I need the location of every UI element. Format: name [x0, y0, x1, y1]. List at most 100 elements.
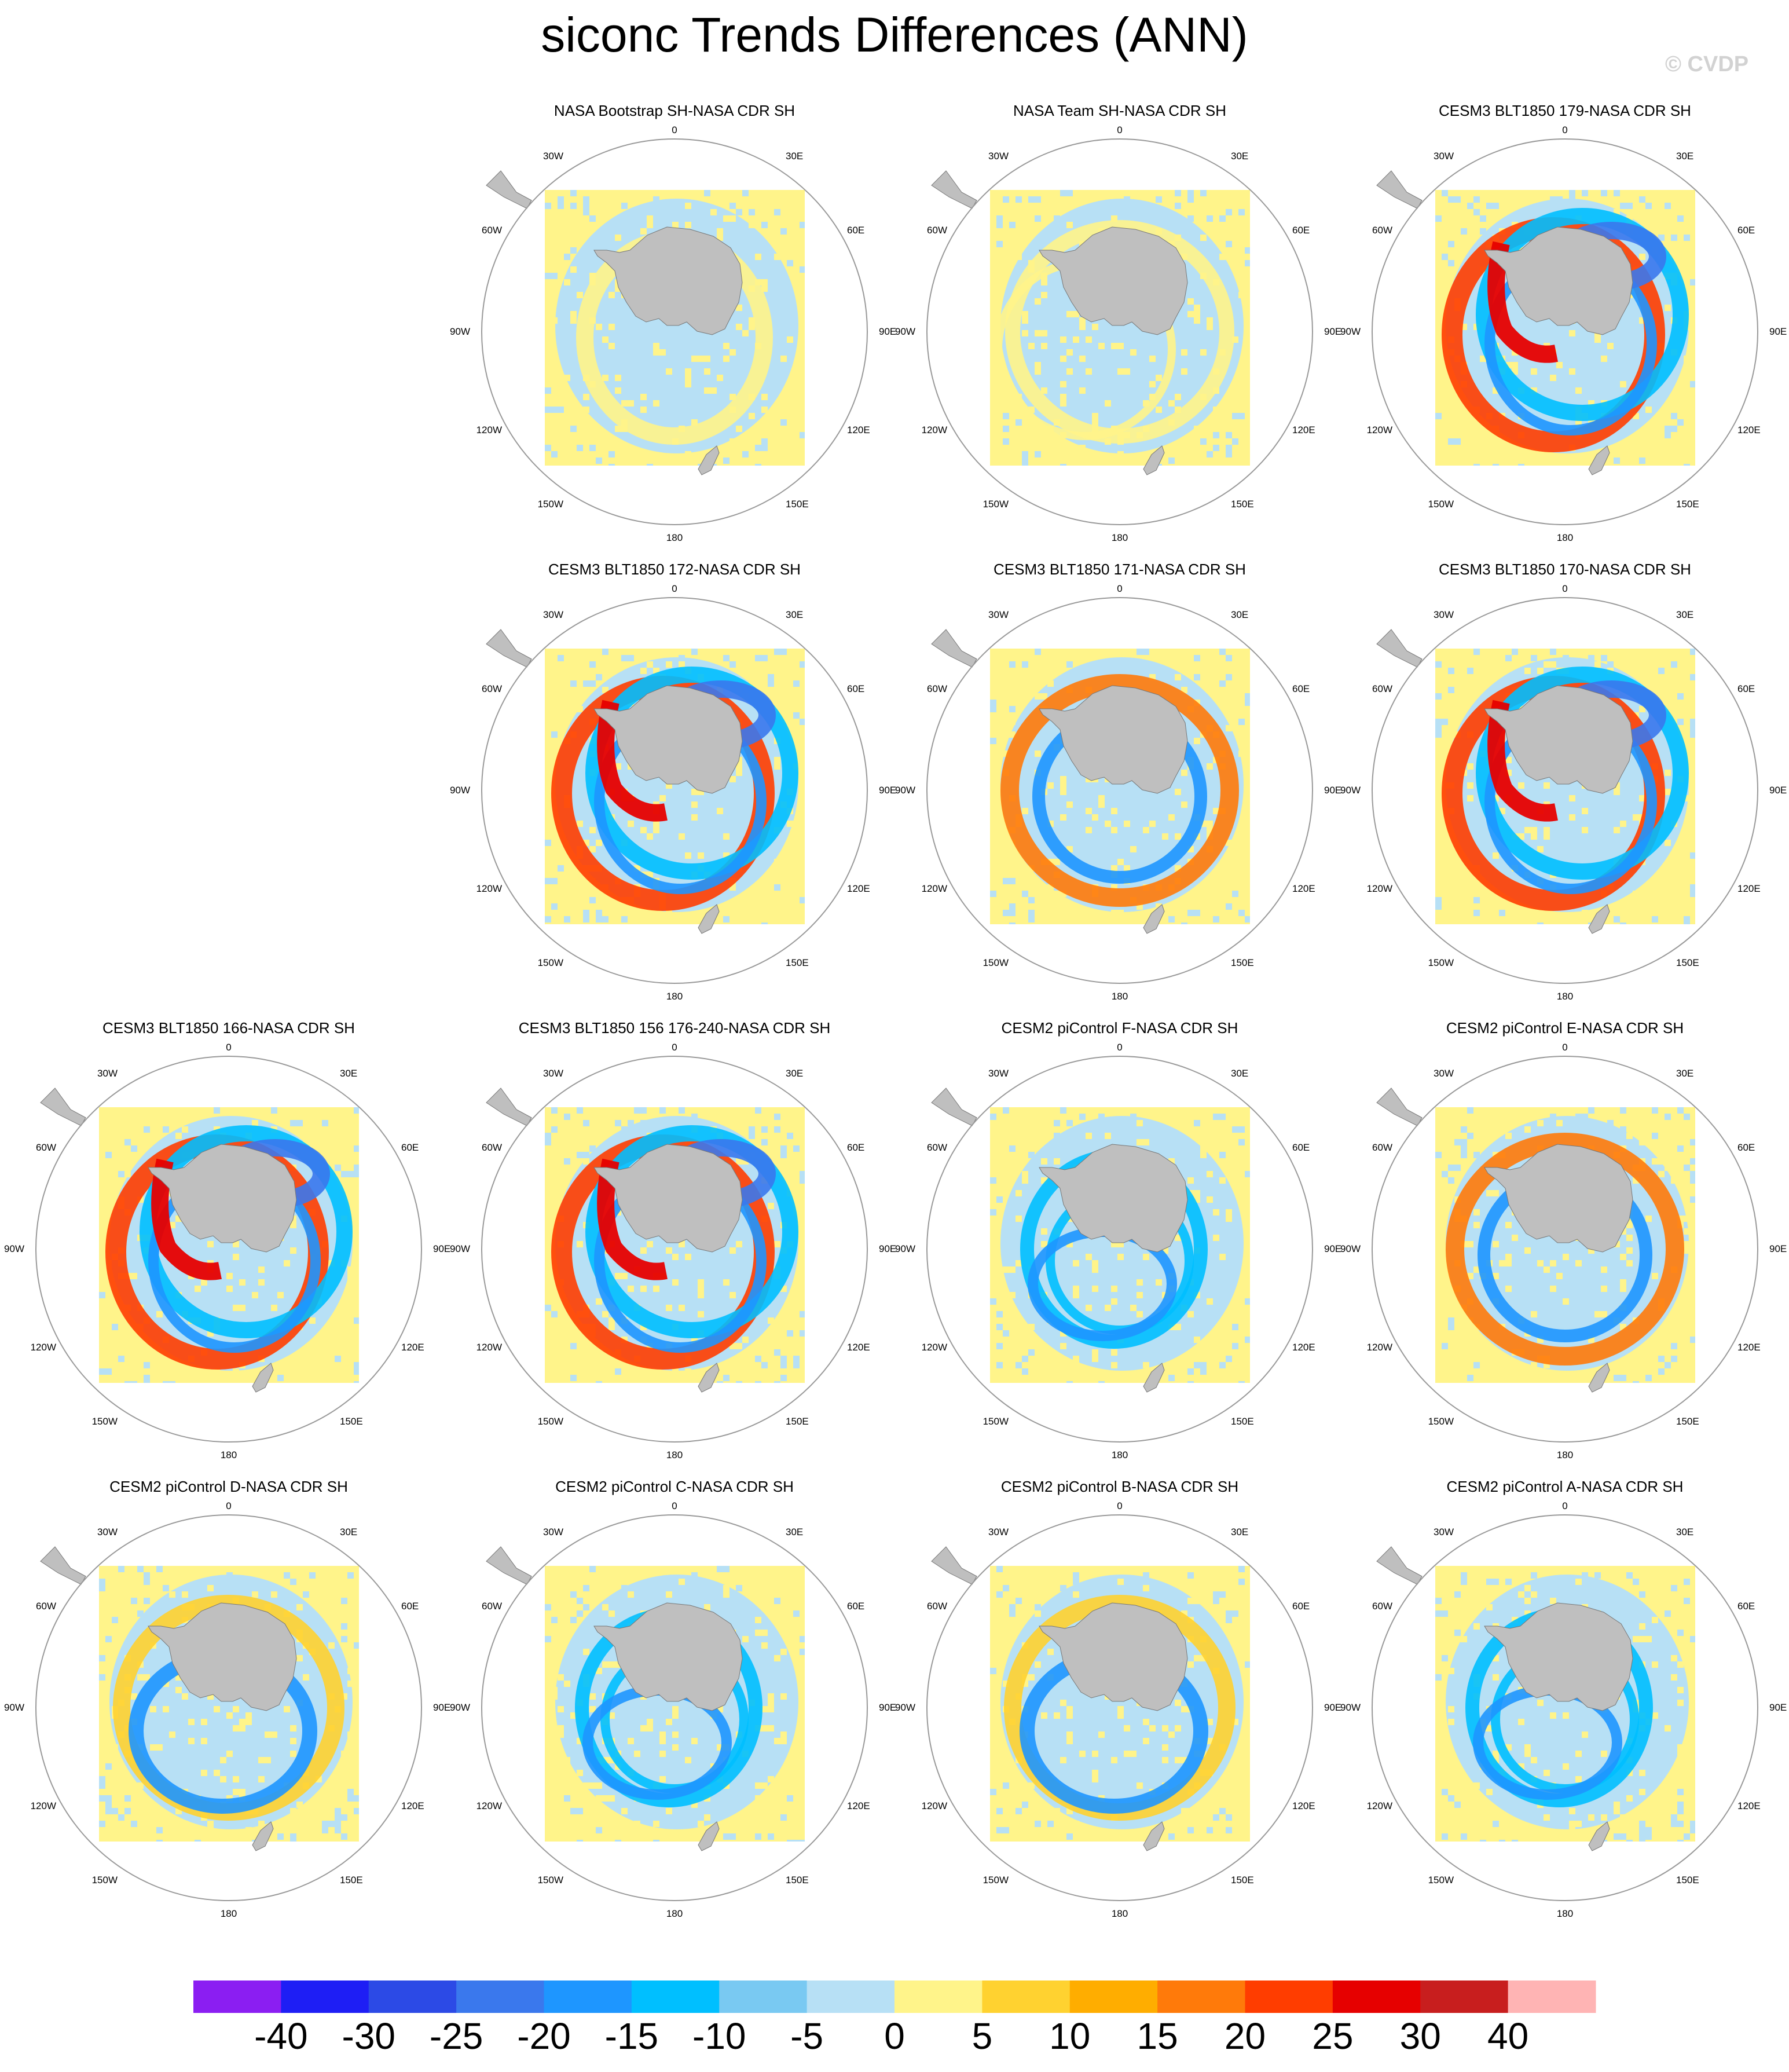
grid-cell	[679, 1579, 685, 1585]
grid-cell	[1041, 279, 1047, 285]
grid-cell	[583, 910, 589, 916]
longitude-label: 120W	[31, 1800, 56, 1811]
grid-cell	[1473, 1152, 1480, 1158]
longitude-label: 60E	[1292, 683, 1310, 694]
grid-cell	[596, 432, 602, 438]
grid-cell	[1512, 649, 1518, 655]
grid-cell	[1124, 196, 1130, 203]
grid-cell	[800, 661, 805, 668]
grid-cell	[1226, 1216, 1232, 1222]
grid-cell	[1684, 1114, 1690, 1120]
grid-cell	[774, 407, 780, 413]
grid-cell	[1009, 1604, 1016, 1610]
grid-cell	[284, 1706, 290, 1712]
grid-cell	[1588, 1107, 1594, 1114]
grid-cell	[1092, 1260, 1098, 1266]
grid-cell	[354, 1266, 359, 1273]
grid-cell	[1461, 1145, 1467, 1152]
grid-cell	[589, 273, 596, 279]
grid-cell	[1442, 821, 1448, 827]
longitude-label: 120E	[1292, 1800, 1315, 1811]
grid-cell	[1461, 1636, 1467, 1642]
grid-cell	[296, 1802, 303, 1808]
grid-cell	[570, 311, 577, 317]
grid-cell	[761, 1139, 768, 1145]
grid-cell	[1016, 1362, 1022, 1368]
grid-cell	[1200, 1655, 1207, 1661]
grid-cell	[1569, 922, 1575, 924]
grid-cell	[1009, 222, 1016, 228]
grid-cell	[602, 649, 608, 655]
grid-cell	[1531, 368, 1537, 375]
grid-cell	[1690, 381, 1695, 387]
grid-cell	[1066, 846, 1073, 852]
grid-cell	[1060, 464, 1066, 466]
grid-cell	[996, 1343, 1003, 1349]
longitude-label: 120E	[847, 424, 870, 435]
grid-cell	[1226, 432, 1232, 438]
grid-cell	[621, 1808, 628, 1814]
grid-cell	[1117, 910, 1124, 916]
grid-cell	[1633, 1636, 1639, 1642]
grid-cell	[1117, 1241, 1124, 1247]
colorbar-swatch	[193, 1981, 281, 2013]
longitude-label: 60W	[927, 683, 947, 694]
grid-cell	[1601, 1311, 1607, 1317]
grid-cell	[1035, 751, 1041, 757]
grid-cell	[341, 1751, 347, 1757]
longitude-label: 30W	[543, 1526, 563, 1537]
longitude-label: 0	[226, 1042, 231, 1053]
grid-cell	[1684, 1598, 1690, 1604]
grid-cell	[1245, 795, 1250, 801]
grid-cell	[1569, 330, 1575, 336]
antarctica-landmass	[593, 226, 743, 335]
grid-cell	[1238, 751, 1245, 757]
grid-cell	[1505, 1362, 1512, 1368]
grid-cell	[761, 394, 768, 400]
grid-cell	[755, 254, 761, 260]
grid-cell	[723, 833, 729, 840]
grid-cell	[717, 1566, 723, 1572]
grid-cell	[1594, 336, 1601, 343]
grid-cell	[1569, 795, 1575, 801]
grid-cell	[239, 1305, 245, 1311]
grid-cell	[214, 1107, 220, 1114]
grid-cell	[1245, 1725, 1250, 1731]
grid-cell	[800, 719, 805, 725]
grid-cell	[577, 1610, 583, 1617]
grid-cell	[163, 1126, 169, 1133]
grid-cell	[1054, 1808, 1060, 1814]
grid-cell	[1563, 1712, 1569, 1719]
grid-cell	[545, 407, 551, 413]
new-zealand	[698, 1363, 720, 1393]
grid-cell	[322, 1120, 328, 1126]
longitude-label: 150W	[1428, 957, 1454, 968]
grid-cell	[182, 1821, 188, 1827]
grid-cell	[1162, 1744, 1168, 1751]
longitude-label: 60W	[927, 1142, 947, 1153]
grid-cell	[1614, 190, 1620, 196]
longitude-label: 120W	[476, 1342, 502, 1353]
grid-cell	[570, 1808, 577, 1814]
grid-cell	[1435, 1674, 1442, 1681]
grid-cell	[105, 1152, 112, 1158]
grid-cell	[124, 1171, 131, 1177]
longitude-label: 150W	[92, 1416, 118, 1427]
grid-cell	[1684, 464, 1690, 466]
grid-cell	[1207, 1738, 1213, 1744]
grid-cell	[1645, 407, 1652, 413]
grid-cell	[990, 814, 996, 821]
grid-cell	[685, 381, 691, 387]
grid-cell	[1047, 884, 1054, 891]
grid-cell	[1003, 910, 1009, 916]
grid-cell	[1213, 445, 1219, 451]
grid-cell	[602, 1795, 608, 1802]
grid-cell	[1448, 1795, 1454, 1802]
grid-cell	[1575, 387, 1582, 394]
longitude-label: 30E	[786, 609, 803, 620]
grid-cell	[761, 655, 768, 661]
grid-cell	[1194, 1190, 1200, 1196]
panel-title: CESM2 piControl A-NASA CDR SH	[1446, 1478, 1684, 1495]
grid-cell	[1035, 693, 1041, 700]
longitude-label: 90W	[450, 326, 470, 337]
